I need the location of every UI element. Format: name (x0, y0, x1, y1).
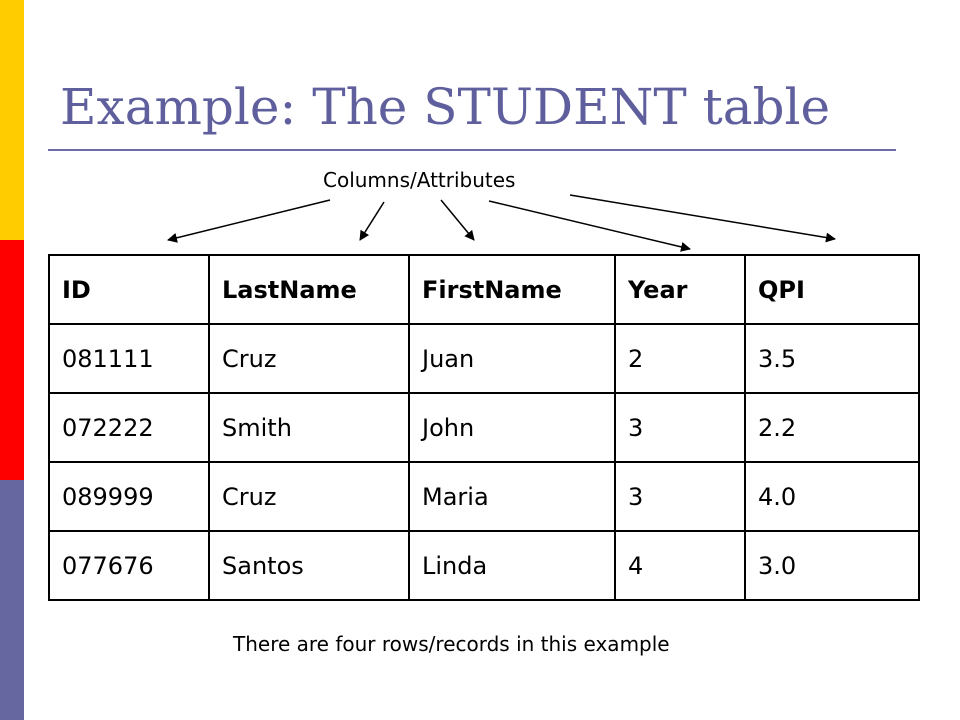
header-id: ID (48, 254, 210, 325)
accent-stripe-purple (0, 480, 24, 720)
cell-firstname: Juan (408, 323, 616, 394)
header-year: Year (614, 254, 746, 325)
cell-firstname: John (408, 392, 616, 463)
rows-records-caption: There are four rows/records in this exam… (233, 632, 670, 656)
cell-year: 4 (614, 530, 746, 601)
cell-id: 077676 (48, 530, 210, 601)
accent-stripe-red (0, 240, 24, 480)
table-row: 072222 Smith John 3 2.2 (48, 392, 920, 463)
table-header-row: ID LastName FirstName Year QPI (48, 254, 920, 325)
header-lastname: LastName (208, 254, 410, 325)
header-firstname: FirstName (408, 254, 616, 325)
header-qpi: QPI (744, 254, 920, 325)
accent-stripe-yellow (0, 0, 24, 240)
cell-lastname: Santos (208, 530, 410, 601)
cell-firstname: Maria (408, 461, 616, 532)
arrow-to-firstname-column (440, 199, 475, 241)
student-table: ID LastName FirstName Year QPI 081111 Cr… (48, 254, 920, 601)
cell-qpi: 2.2 (744, 392, 920, 463)
arrow-to-lastname-column (359, 201, 385, 241)
cell-qpi: 4.0 (744, 461, 920, 532)
cell-year: 2 (614, 323, 746, 394)
cell-firstname: Linda (408, 530, 616, 601)
table-row: 081111 Cruz Juan 2 3.5 (48, 323, 920, 394)
title-underline (48, 149, 896, 151)
cell-id: 072222 (48, 392, 210, 463)
cell-year: 3 (614, 392, 746, 463)
arrow-to-qpi-column (569, 194, 836, 243)
table-row: 089999 Cruz Maria 3 4.0 (48, 461, 920, 532)
table-row: 077676 Santos Linda 4 3.0 (48, 530, 920, 601)
cell-qpi: 3.0 (744, 530, 920, 601)
cell-lastname: Cruz (208, 461, 410, 532)
cell-lastname: Smith (208, 392, 410, 463)
arrow-to-id-column (167, 199, 331, 243)
slide-title: Example: The STUDENT table (60, 78, 831, 136)
cell-id: 089999 (48, 461, 210, 532)
cell-id: 081111 (48, 323, 210, 394)
columns-attributes-caption: Columns/Attributes (323, 168, 516, 192)
cell-year: 3 (614, 461, 746, 532)
cell-qpi: 3.5 (744, 323, 920, 394)
cell-lastname: Cruz (208, 323, 410, 394)
arrow-to-year-column (488, 200, 691, 252)
